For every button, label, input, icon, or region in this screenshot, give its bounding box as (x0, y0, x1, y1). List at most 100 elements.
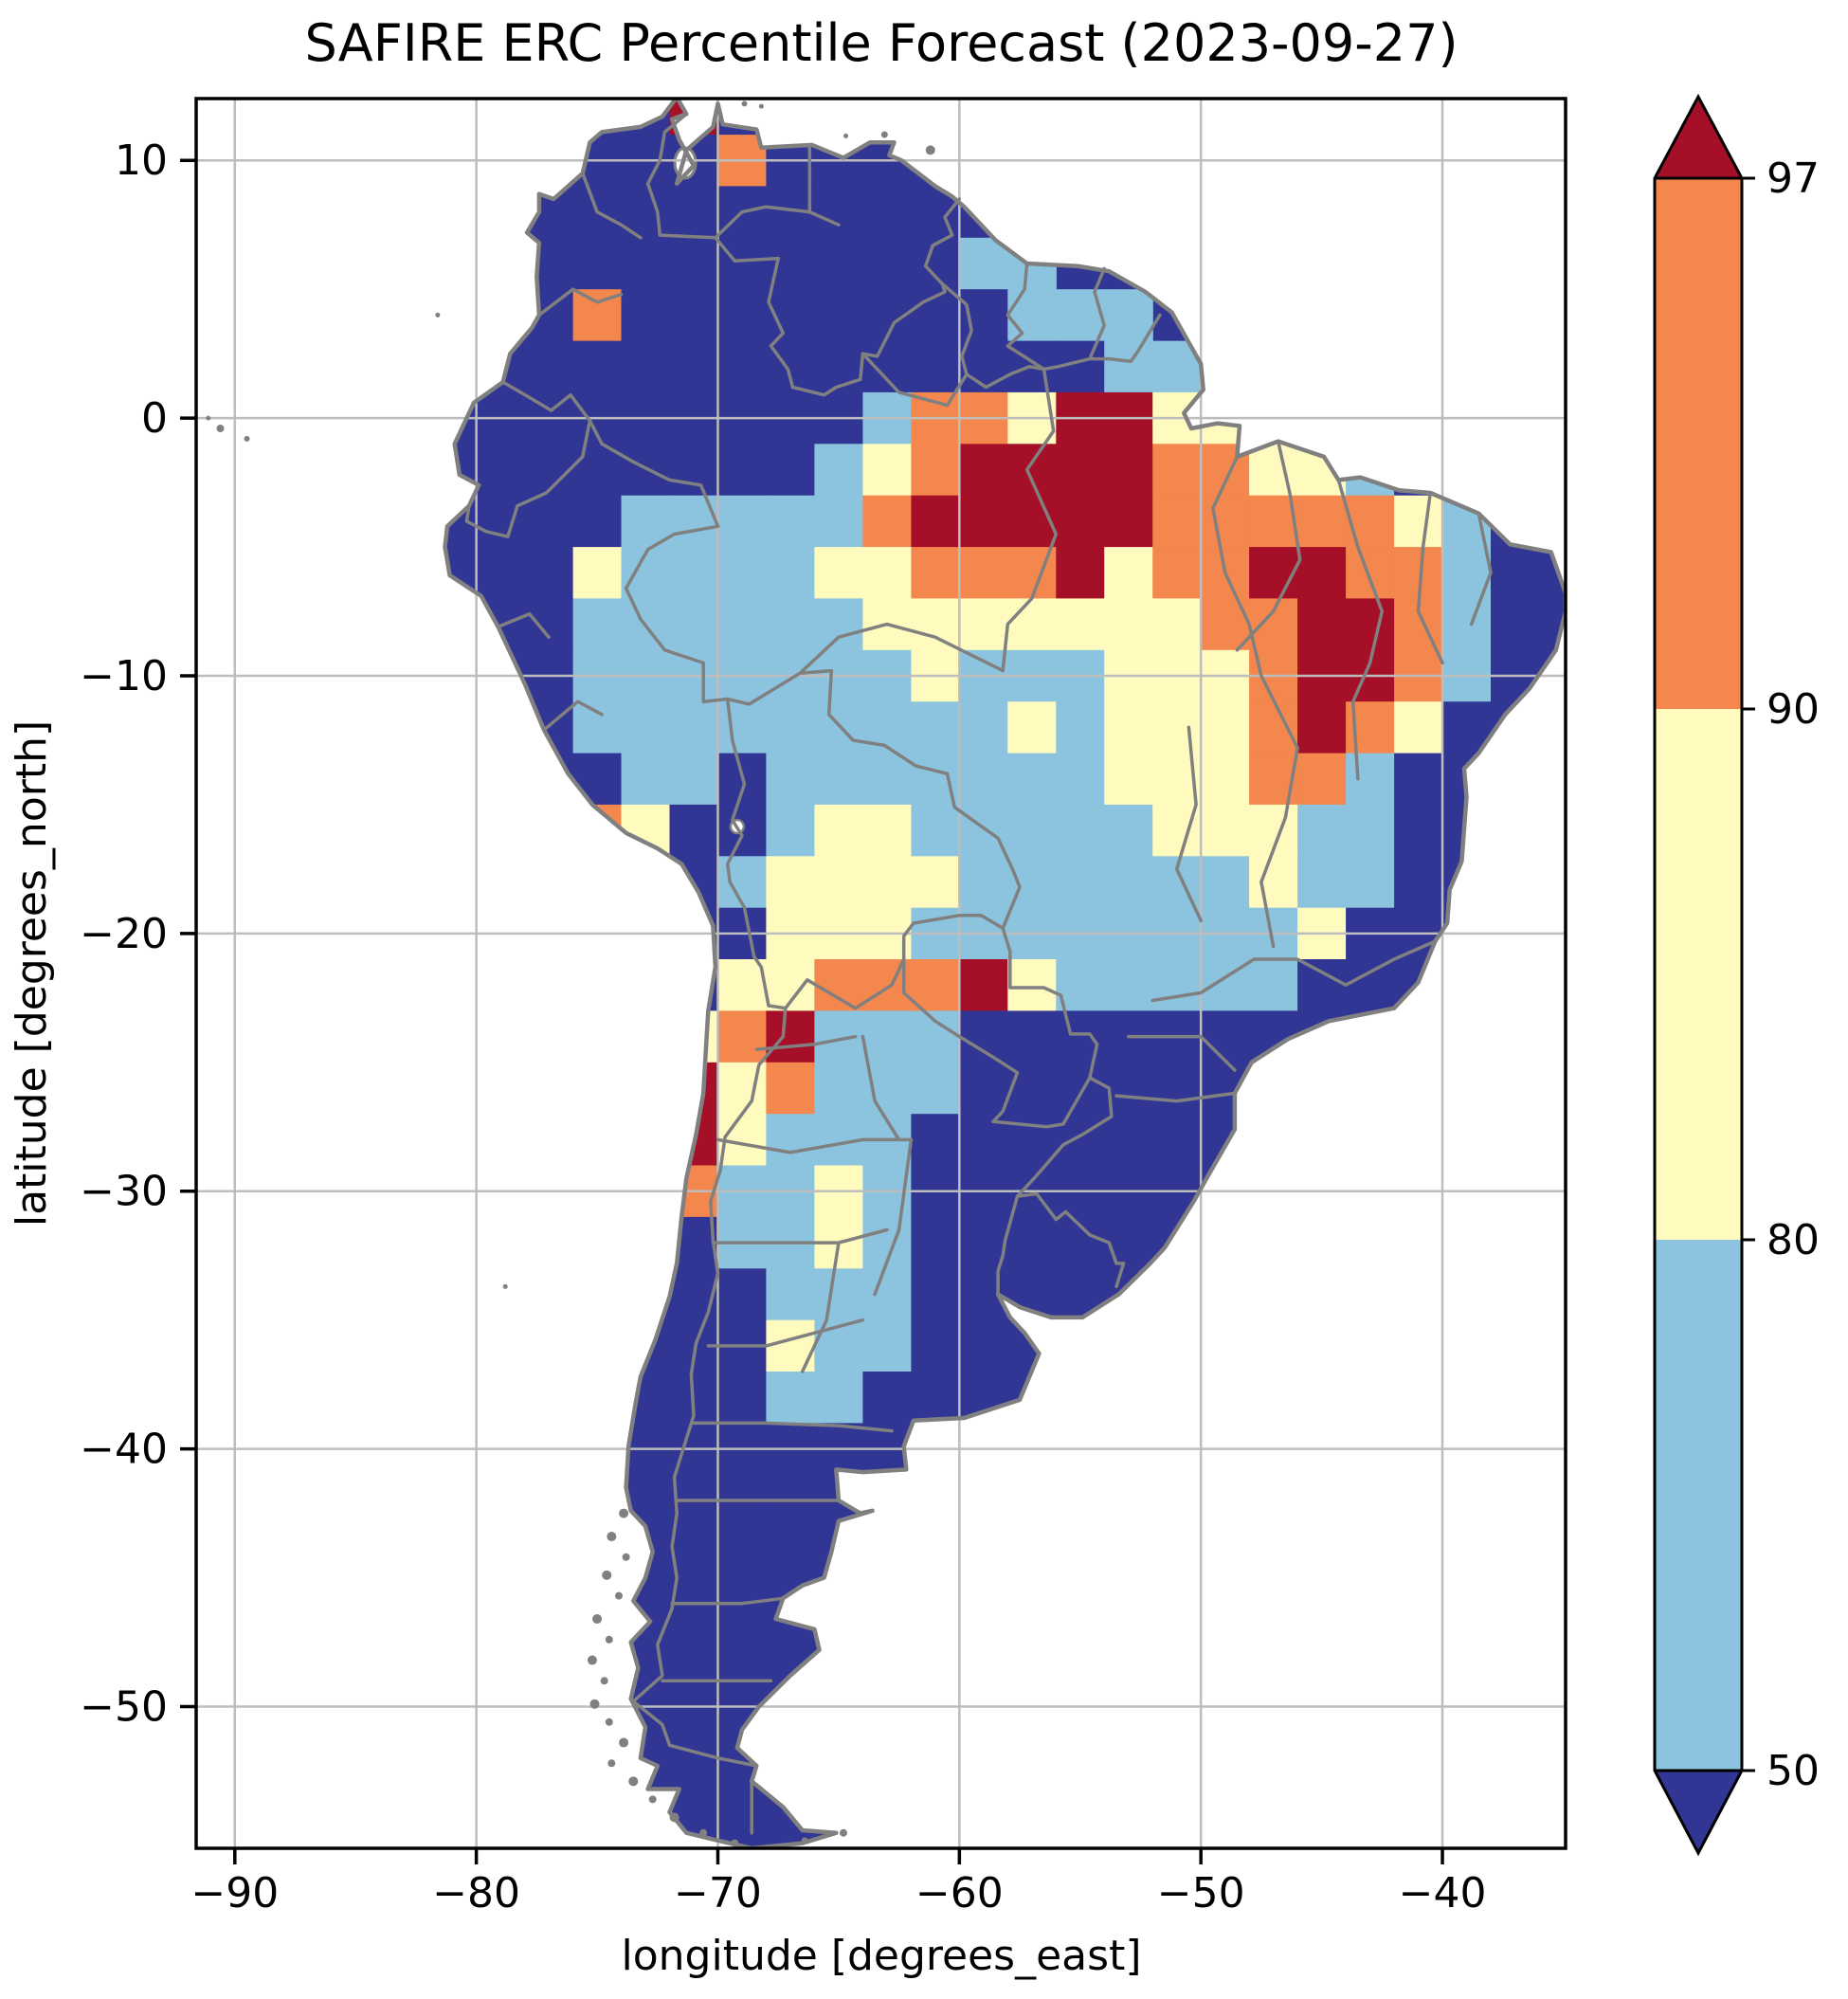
raster-cell (814, 959, 863, 1011)
raster-cell (766, 1784, 815, 1836)
raster-cell (1007, 1010, 1057, 1063)
x-tick-label: −70 (674, 1869, 762, 1917)
raster-cell (1056, 701, 1105, 754)
raster-cell (766, 701, 815, 754)
raster-cell (1297, 547, 1347, 600)
raster-cell (444, 547, 478, 600)
raster-cell (814, 1062, 863, 1115)
raster-cell (911, 1372, 960, 1424)
raster-cell (1346, 856, 1395, 909)
raster-cell (1152, 1114, 1202, 1167)
raster-cell (717, 289, 768, 342)
raster-cell (862, 1268, 912, 1321)
raster-cell (911, 1062, 960, 1115)
raster-cell (1104, 547, 1153, 600)
raster-cell (1297, 804, 1347, 857)
graticule (196, 99, 1566, 1848)
raster-cell (1152, 959, 1202, 1011)
raster-cell (572, 598, 623, 651)
raster-cell (476, 753, 526, 806)
colorbar-tick-label: 80 (1766, 1216, 1820, 1264)
raster-cell (911, 1268, 960, 1321)
raster-cell (814, 289, 863, 342)
raster-cell (1346, 598, 1395, 651)
raster-cell (911, 959, 960, 1011)
raster-cell (1152, 444, 1202, 497)
raster-cell (1056, 753, 1105, 806)
raster-cell (766, 753, 815, 806)
raster-cell (814, 1268, 863, 1321)
admin-borders (464, 112, 1493, 1835)
raster-cell (1394, 804, 1443, 857)
raster-cell (911, 598, 960, 651)
raster-cell (766, 495, 815, 548)
raster-cell (814, 1372, 863, 1424)
raster-cell (1201, 856, 1250, 909)
raster-cell (444, 444, 478, 497)
raster-cell (1104, 340, 1153, 393)
raster-cell (572, 804, 623, 857)
raster-cell (766, 1268, 815, 1321)
raster-cell (911, 186, 960, 239)
raster-cell (669, 1010, 719, 1063)
raster-cell (766, 547, 815, 600)
raster-cell (1007, 598, 1057, 651)
raster-cell (862, 186, 912, 239)
raster-cell (766, 856, 815, 909)
raster-cell (476, 701, 526, 754)
raster-cell (1152, 598, 1202, 651)
raster-cell (717, 1628, 768, 1681)
raster-cell (717, 340, 768, 393)
raster-cell (814, 856, 863, 909)
raster-cell (717, 547, 768, 600)
raster-cell (572, 237, 623, 290)
raster-cell (959, 598, 1008, 651)
raster-cell (1346, 753, 1395, 806)
raster-cell (717, 444, 768, 497)
raster-cell (1007, 495, 1057, 548)
raster-cell (1394, 495, 1443, 548)
raster-cell (669, 186, 719, 239)
raster-cell (1297, 753, 1347, 806)
raster-cell (1346, 959, 1395, 1011)
raster-cell (1152, 701, 1202, 754)
raster-cell (959, 701, 1008, 754)
y-tick-label: −10 (80, 652, 168, 700)
raster-cell (862, 856, 912, 909)
raster-cell (524, 753, 574, 806)
raster-cell (1297, 856, 1347, 909)
raster-cell (1056, 444, 1105, 497)
raster-cell (959, 804, 1008, 857)
raster-cell (766, 1372, 815, 1424)
raster-cell (911, 1319, 960, 1372)
raster-cell (621, 701, 671, 754)
colorbar-segment (1655, 1240, 1742, 1772)
raster-cell (1394, 701, 1443, 754)
raster-cell (911, 340, 960, 393)
raster-cell (1104, 959, 1153, 1011)
raster-cell (444, 701, 478, 754)
raster-cell (717, 1010, 768, 1063)
raster-cell (862, 1010, 912, 1063)
raster-cell (814, 340, 863, 393)
raster-cell (862, 495, 912, 548)
raster-cell (959, 444, 1008, 497)
raster-cell (766, 1010, 815, 1063)
raster-cell (1056, 856, 1105, 909)
figure-title: SAFIRE ERC Percentile Forecast (2023-09-… (304, 13, 1458, 73)
raster-cells (444, 99, 1566, 1848)
raster-cell (814, 804, 863, 857)
raster-cell (862, 804, 912, 857)
colorbar-under-arrow (1655, 1771, 1742, 1853)
raster-cell (814, 186, 863, 239)
x-tick-label: −40 (1399, 1869, 1487, 1917)
raster-cell (862, 1372, 912, 1424)
y-axis: 10 0 −10 −20 −30 −40 −50 (80, 136, 196, 1731)
y-tick-label: −50 (80, 1682, 168, 1731)
raster-cell (766, 598, 815, 651)
raster-cell (911, 856, 960, 909)
raster-cell (1104, 444, 1153, 497)
raster-cell (959, 237, 1008, 290)
raster-cell (1007, 1216, 1057, 1269)
coastline (443, 99, 1566, 1848)
